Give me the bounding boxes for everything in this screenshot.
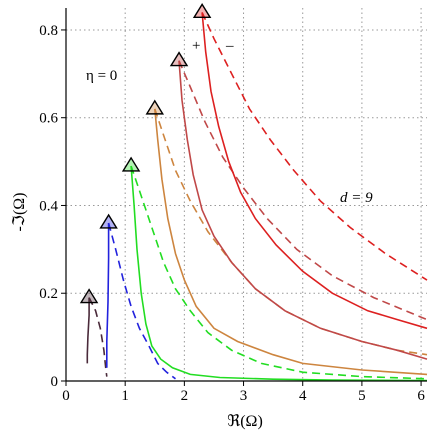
x-tick-label-4: 4 xyxy=(299,388,307,404)
annotation-eta: η = 0 xyxy=(86,68,117,84)
series-2-apex-marker xyxy=(121,156,141,172)
y-tick-label-0.2: 0.2 xyxy=(39,286,58,302)
y-tick-label-0.4: 0.4 xyxy=(39,198,58,214)
series-markers xyxy=(79,2,212,304)
series-1-solid-curve xyxy=(106,223,110,368)
series-2-solid-curve xyxy=(130,165,428,382)
series-3-solid-curve xyxy=(154,108,428,376)
series-2-dashed-curve xyxy=(130,165,428,380)
series-0-dashed-curve xyxy=(88,297,108,377)
grid-lines xyxy=(66,8,427,381)
x-tick-label-6: 6 xyxy=(417,388,425,404)
x-tick-label-1: 1 xyxy=(121,388,129,404)
series-3-dashed-curve xyxy=(154,108,428,356)
x-tick-label-0: 0 xyxy=(62,388,70,404)
annotation-plus: + xyxy=(192,38,200,54)
annotation-minus: – xyxy=(225,38,234,54)
series-0-solid-curve xyxy=(86,297,90,364)
annotation-d: d = 9 xyxy=(340,190,373,206)
series-4-solid-curve xyxy=(178,60,428,360)
y-tick-label-0: 0 xyxy=(51,374,59,390)
series-curves xyxy=(86,12,428,382)
x-tick-label-5: 5 xyxy=(358,388,366,404)
x-tick-label-2: 2 xyxy=(181,388,189,404)
series-1-dashed-curve xyxy=(107,222,176,380)
x-axis-label: ℜ(Ω) xyxy=(227,413,263,430)
series-0-apex-marker xyxy=(79,288,99,304)
y-tick-label-0.8: 0.8 xyxy=(39,23,58,39)
y-axis-label: -ℑ(Ω) xyxy=(11,192,28,231)
series-5-apex-marker xyxy=(192,2,212,19)
x-tick-label-3: 3 xyxy=(240,388,248,404)
series-4-dashed-curve xyxy=(178,60,428,321)
series-5-solid-curve xyxy=(201,12,428,330)
plot-frame xyxy=(61,8,427,386)
series-5-dashed-curve xyxy=(201,12,428,281)
series-4-apex-marker xyxy=(169,51,189,67)
tick-labels: 0 1 2 3 4 5 6 0 0.2 0.4 0.6 0.8 xyxy=(39,23,425,404)
series-3-apex-marker xyxy=(145,99,165,115)
y-tick-label-0.6: 0.6 xyxy=(39,111,58,127)
series-1-apex-marker xyxy=(99,213,118,229)
